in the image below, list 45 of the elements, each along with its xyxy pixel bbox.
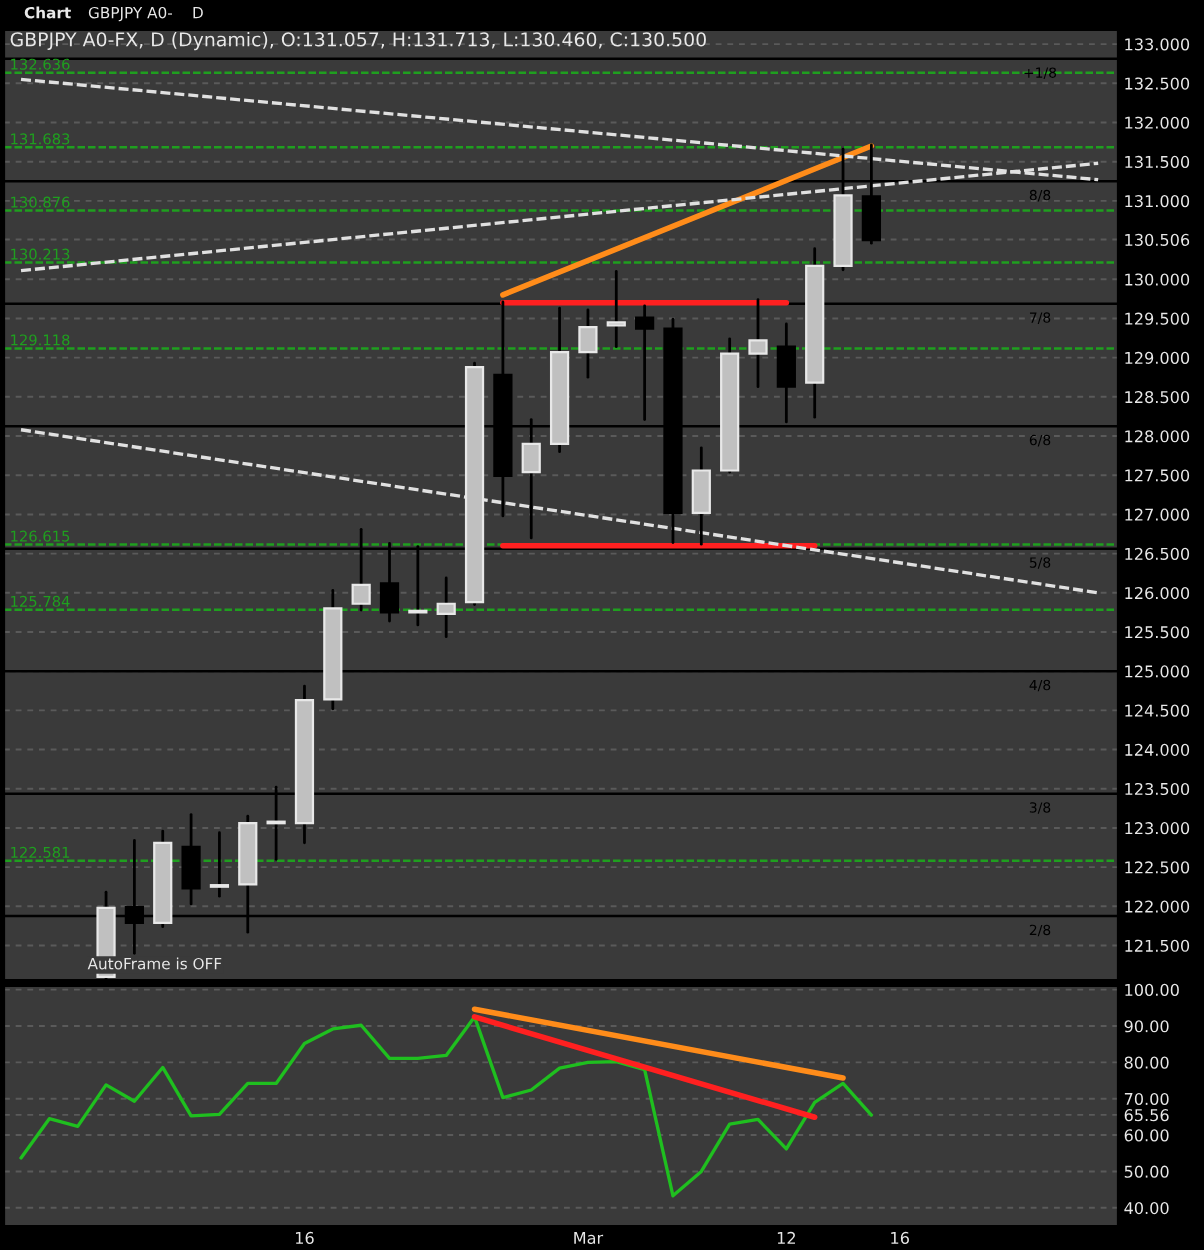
y-tick-label: 40.00	[1124, 1201, 1169, 1215]
y-tick-label: 125.500	[1125, 626, 1190, 639]
y-tick-label: 123.000	[1125, 822, 1190, 835]
candlestick	[748, 298, 768, 389]
y-tick-label: 132.000	[1125, 116, 1190, 129]
y-tick-label: 124.000	[1125, 743, 1190, 756]
y-tick-label: 128.500	[1125, 391, 1190, 404]
y-tick-label: 60.00	[1124, 1129, 1169, 1142]
y-tick-label: 50.00	[1124, 1165, 1169, 1178]
y-tick-label: 127.000	[1125, 508, 1190, 521]
y-tick-label: 133.000	[1125, 38, 1190, 51]
y-tick-label: 129.000	[1125, 351, 1190, 364]
y-tick-label: 122.000	[1125, 900, 1190, 913]
y-tick-label: 131.500	[1125, 155, 1190, 169]
y-tick-label: 125.000	[1125, 665, 1190, 678]
y-tick-label: 121.500	[1125, 939, 1190, 952]
candlestick	[635, 304, 655, 421]
candlestick	[209, 831, 230, 898]
y-tick-label: 126.500	[1125, 547, 1190, 560]
y-tick-label: 129.500	[1125, 312, 1190, 325]
y-tick-label: 80.00	[1124, 1056, 1169, 1069]
y-tick-label: 123.500	[1125, 782, 1190, 796]
candlestick	[436, 576, 456, 639]
y-tick-label: 131.000	[1125, 195, 1190, 208]
y-tick-label: 90.00	[1124, 1020, 1169, 1033]
y-tick-label: 124.500	[1125, 704, 1190, 717]
y-tick-label: 127.500	[1125, 469, 1190, 482]
y-tick-label: 128.000	[1125, 430, 1190, 443]
y-tick-label: 100.00	[1125, 983, 1179, 996]
y-tick-label: 132.500	[1125, 77, 1190, 90]
x-tick-label: 12	[777, 1231, 795, 1244]
y-tick-label: 122.500	[1125, 861, 1190, 874]
candlestick	[578, 308, 598, 379]
x-tick-label: Mar	[574, 1232, 604, 1245]
y-tick-label: 70.00	[1124, 1092, 1169, 1106]
y-tick-label: 65.56	[1124, 1109, 1169, 1122]
x-tick-label: 16	[295, 1231, 314, 1245]
y-tick-label: 130.506	[1125, 233, 1190, 246]
line-series	[19, 1015, 874, 1198]
x-tick-label: 16	[891, 1231, 909, 1245]
chart-title: GBPJPY A0-FX, D (Dynamic), O:131.057, H:131.713, L:130.460, C:130.500	[10, 31, 706, 51]
y-tick-label: 126.000	[1125, 586, 1190, 600]
y-tick-label: 130.000	[1125, 273, 1190, 286]
candlestick	[606, 270, 626, 349]
candlestick	[181, 813, 201, 906]
